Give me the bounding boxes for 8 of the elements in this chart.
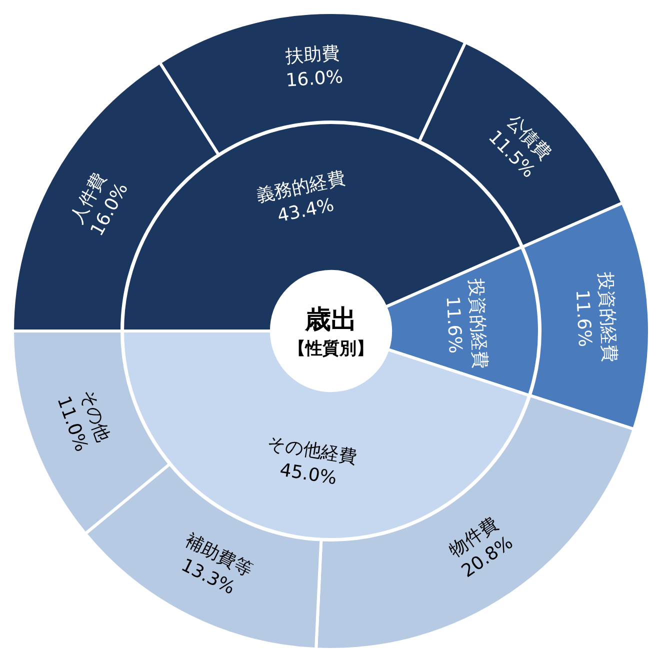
data-label: 11.6% [571,289,596,348]
slice-label: 投資的経費 [464,277,490,370]
text: 【性質別】 [288,338,374,360]
text: 歳出 [305,304,357,337]
data-label: 11.6% [442,296,466,354]
slice-label: 扶助費 [284,42,340,68]
data-label: 16.0% [285,66,344,92]
slice-label: 投資的経費 [594,270,620,363]
